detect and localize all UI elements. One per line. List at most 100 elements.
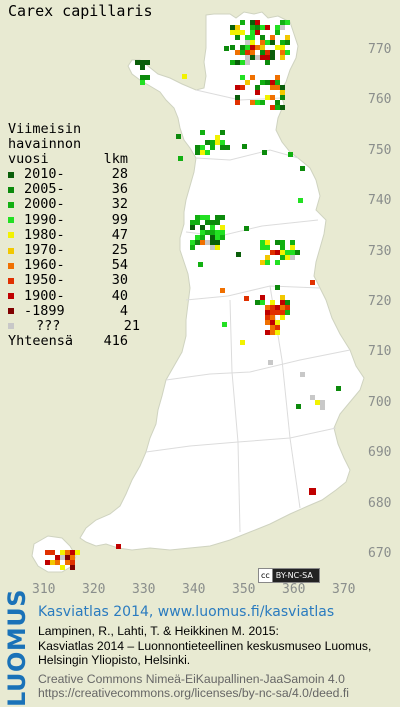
occurrence-square <box>190 225 195 230</box>
legend-row: 1960- 54 <box>8 258 140 273</box>
occurrence-square <box>280 250 285 255</box>
occurrence-square <box>45 560 50 565</box>
occurrence-square <box>210 240 215 245</box>
occurrence-square <box>55 560 60 565</box>
occurrence-square <box>240 50 245 55</box>
occurrence-square <box>235 85 240 90</box>
legend-label: 2005- <box>24 181 65 198</box>
occurrence-square <box>275 330 280 335</box>
legend-header-1: Viimeisin <box>8 121 82 137</box>
occurrence-square <box>265 255 270 260</box>
occurrence-square <box>265 320 270 325</box>
x-axis-label: 350 <box>232 582 256 597</box>
occurrence-square <box>265 305 270 310</box>
citation: Lampinen, R., Lahti, T. & Heikkinen M. 2… <box>38 624 371 668</box>
occurrence-square <box>285 20 290 25</box>
legend-count: 99 <box>111 211 128 228</box>
y-axis-label: 680 <box>368 495 392 511</box>
occurrence-square <box>290 255 295 260</box>
occurrence-square <box>235 30 240 35</box>
occurrence-square <box>270 50 275 55</box>
occurrence-square <box>60 565 65 570</box>
legend-label: 1980- <box>24 226 65 243</box>
legend-swatch <box>8 171 14 178</box>
occurrence-square <box>310 280 315 285</box>
occurrence-square <box>290 245 295 250</box>
legend-row: 1900- 40 <box>8 288 140 304</box>
license-badge[interactable]: cc BY-NC-SA <box>258 568 320 583</box>
occurrence-square <box>255 30 260 35</box>
occurrence-square <box>250 100 255 105</box>
occurrence-square <box>195 150 200 155</box>
occurrence-square <box>288 152 293 157</box>
legend-label: 1960- <box>24 257 65 274</box>
occurrence-square <box>200 240 205 245</box>
occurrence-square <box>235 95 240 100</box>
occurrence-square <box>245 50 250 55</box>
occurrence-square <box>300 166 305 171</box>
occurrence-square <box>200 150 205 155</box>
occurrence-square <box>240 340 245 345</box>
occurrence-square <box>205 215 210 220</box>
occurrence-square <box>260 35 265 40</box>
distribution-map <box>31 11 365 573</box>
occurrence-square <box>220 145 225 150</box>
occurrence-square <box>245 55 250 60</box>
occurrence-square <box>230 30 235 35</box>
occurrence-square <box>240 60 245 65</box>
occurrence-square <box>270 250 275 255</box>
occurrence-square <box>300 372 305 377</box>
occurrence-square <box>275 105 280 110</box>
occurrence-square <box>235 25 240 30</box>
occurrence-square <box>200 145 205 150</box>
occurrence-square <box>236 252 241 257</box>
occurrence-square <box>190 220 195 225</box>
occurrence-square <box>262 150 267 155</box>
legend-swatch <box>8 201 14 208</box>
occurrence-square <box>250 55 255 60</box>
occurrence-square <box>265 80 270 85</box>
legend-row: -1899 4 <box>8 302 140 319</box>
x-axis-label: 340 <box>182 582 206 597</box>
occurrence-square <box>205 240 210 245</box>
legend-swatch <box>8 217 14 224</box>
occurrence-square <box>255 25 260 30</box>
occurrence-square <box>265 60 270 65</box>
occurrence-square <box>265 310 270 315</box>
occurrence-square <box>210 225 215 230</box>
occurrence-square <box>200 215 205 220</box>
occurrence-square <box>275 305 280 310</box>
occurrence-square <box>260 50 265 55</box>
license-url[interactable]: https://creativecommons.org/licenses/by-… <box>38 686 349 700</box>
occurrence-square <box>270 55 275 60</box>
legend-label: -1899 <box>24 302 65 319</box>
occurrence-square <box>270 80 275 85</box>
atlas-link[interactable]: Kasviatlas 2014, www.luomus.fi/kasviatla… <box>38 604 335 620</box>
occurrence-square <box>285 35 290 40</box>
occurrence-square <box>285 305 290 310</box>
legend: Viimeisin havainnon vuosi lkm 2010- 28 200… <box>8 122 140 349</box>
occurrence-square <box>280 45 285 50</box>
legend-swatch <box>8 277 14 284</box>
occurrence-square <box>290 250 295 255</box>
legend-count: 28 <box>111 166 128 183</box>
occurrence-square <box>255 55 260 60</box>
occurrence-square <box>320 405 325 410</box>
y-axis-label: 770 <box>368 42 392 57</box>
occurrence-square <box>145 75 150 80</box>
occurrence-square <box>240 45 245 50</box>
occurrence-square <box>215 220 220 225</box>
legend-count: 25 <box>111 242 128 259</box>
occurrence-square <box>240 75 245 80</box>
occurrence-square <box>65 560 70 565</box>
occurrence-square <box>220 140 225 145</box>
occurrence-square <box>280 245 285 250</box>
legend-swatch <box>8 308 14 315</box>
occurrence-square <box>260 300 265 305</box>
occurrence-square <box>205 230 210 235</box>
occurrence-square <box>200 130 205 135</box>
legend-header-3: vuosi lkm <box>8 152 140 167</box>
occurrence-square <box>275 325 280 330</box>
occurrence-square <box>210 145 215 150</box>
occurrence-square <box>280 240 285 245</box>
